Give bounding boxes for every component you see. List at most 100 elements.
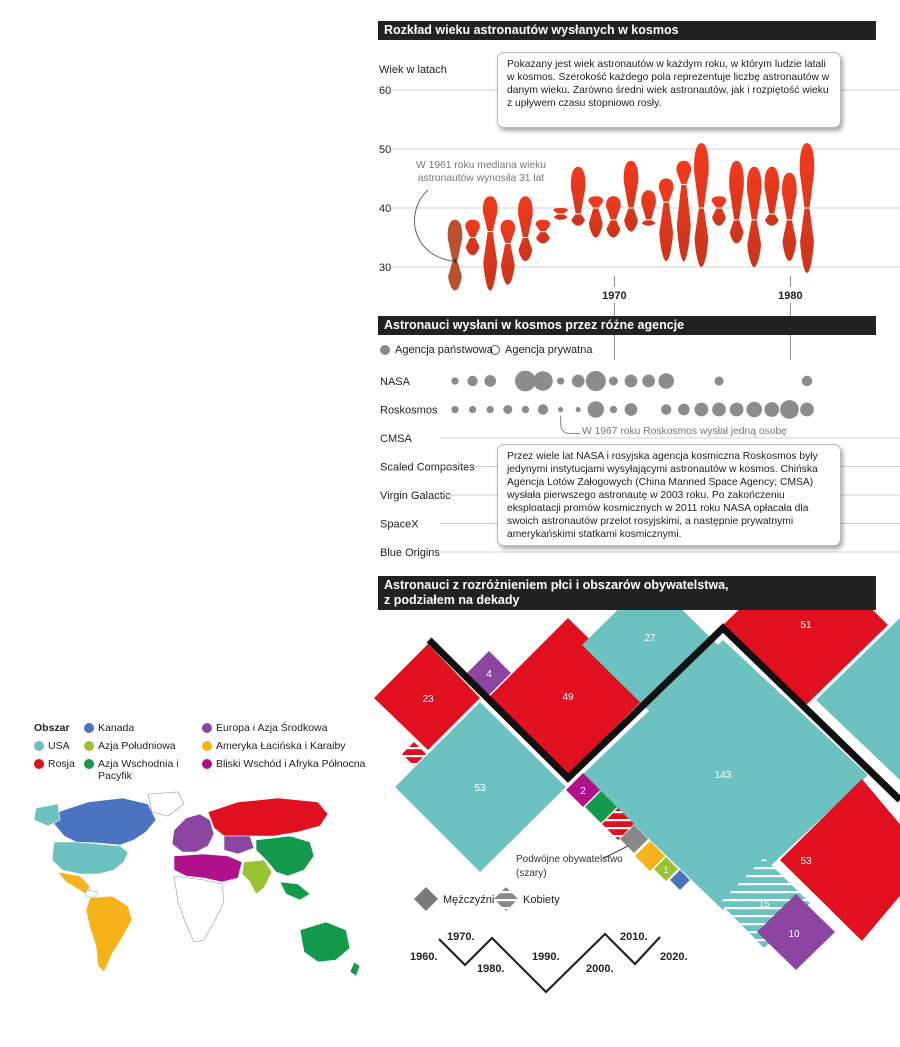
legend-state-label: Agencja państwowa [395, 344, 493, 356]
section3-title: Astronauci z rozróżnieniem płci i obszar… [378, 576, 876, 610]
diamond-2000-russia-women [602, 808, 634, 840]
label-143: 143 [715, 770, 732, 781]
label-49: 49 [562, 692, 574, 703]
agency-label: CMSA [380, 433, 412, 445]
bubble-roskosmos-1970 [609, 405, 618, 414]
violin-ylabel: Wiek w latach [379, 64, 447, 76]
bubble-roskosmos-1966 [537, 404, 549, 415]
violin-1980 [782, 172, 797, 262]
violin-1971 [623, 160, 639, 232]
label-4: 4 [486, 669, 492, 680]
violin-1978 [746, 166, 762, 267]
agency-label: Roskosmos [380, 405, 438, 417]
violin-1975 [694, 143, 709, 267]
bubble-roskosmos-1981 [800, 402, 814, 417]
region-label: Azja Wschodnia i Pacyfik [98, 758, 179, 782]
decade-label: 2010. [620, 931, 648, 943]
label-27: 27 [644, 633, 656, 644]
map-mexico [57, 871, 91, 895]
map-australia [299, 921, 351, 963]
violin-1976 [711, 196, 727, 226]
label-53: 53 [800, 856, 812, 867]
legend-private-label: Agencja prywatna [505, 344, 593, 356]
region-legend-item: USA [34, 740, 149, 752]
diamond-2020-europe [757, 894, 835, 970]
diamond-2000-canada [670, 870, 690, 890]
bubble-nasa-1981 [801, 375, 813, 387]
decade-labels: 1960. 1970. 1980. 1990. 2000. 2010. 2020. [410, 931, 688, 975]
bubble-roskosmos-1980 [780, 400, 799, 419]
region-legend-item: Rosja [34, 758, 149, 770]
label-15: 15 [758, 899, 770, 910]
annotation-dot [453, 259, 457, 263]
bubble-nasa-1976 [714, 376, 724, 386]
bubble-nasa-1968 [571, 374, 585, 388]
region-label: Europa i Azja Środkowa [216, 722, 328, 734]
bubble-roskosmos-1973 [661, 404, 672, 415]
women-legend-icon [494, 887, 518, 911]
violin-1973 [658, 178, 674, 262]
section3-title-line1: Astronauci z rozróżnieniem płci i obszar… [384, 578, 729, 592]
violin-1972 [641, 190, 656, 226]
map-africa [173, 875, 225, 943]
bubble-roskosmos-1968 [575, 406, 581, 413]
map-usa [51, 841, 129, 875]
bubble-nasa-1965 [515, 370, 536, 392]
diamond-2000-latin [635, 841, 665, 871]
region-legend-item: Azja Wschodnia i Pacyfik [84, 758, 199, 782]
violin-1979 [764, 166, 780, 226]
x-tick-label: 1970 [602, 290, 626, 302]
map-south-asia [241, 859, 273, 895]
region-label: Bliski Wschód i Afryka Północna [216, 758, 366, 770]
region-label: Kanada [98, 722, 135, 734]
dual-label-line1: Podwójne obywatelstwo [516, 854, 623, 865]
violin-1961 [447, 219, 463, 291]
violin-1970 [606, 196, 621, 238]
agency-bubble-chart: NASA Roskosmos CMSA Scaled Composites Virgin… [380, 335, 900, 559]
x-tick-label: 1980 [778, 290, 802, 302]
region-dot-icon [202, 759, 212, 769]
label-10: 10 [788, 929, 800, 940]
region-dot-icon [34, 759, 44, 769]
diamond-2020-women [720, 858, 810, 948]
legend-state: Agencja państwowa [380, 344, 493, 356]
men-legend-icon [414, 887, 438, 911]
bubble-roskosmos-1963 [486, 405, 494, 414]
timeline-zigzag [426, 623, 900, 803]
section1-title: Rozkład wieku astronautów wysłanych w ko… [378, 21, 876, 40]
region-legend-item: Europa i Azja Środkowa [202, 722, 367, 734]
bubble-nasa-1961 [451, 377, 459, 385]
hollow-circle-icon [490, 345, 500, 355]
diamond-2000-southasia [654, 857, 678, 881]
region-legend-title: Obszar [34, 722, 70, 734]
bubble-nasa-1971 [624, 374, 638, 388]
decade-label: 1990. [532, 951, 560, 963]
violin-1963 [482, 196, 498, 291]
section1-note: Pokazany jest wiek astronautów w każdym … [497, 52, 841, 128]
map-canada [53, 797, 157, 846]
region-legend-item: Ameryka Łacińska i Karaiby [202, 740, 367, 752]
bubble-roskosmos-1976 [712, 402, 726, 417]
y-tick-label: 30 [379, 262, 391, 274]
dual-pointer [603, 845, 629, 859]
violin-1969 [588, 196, 604, 238]
diamond-2020b-men [723, 610, 888, 705]
bubble-roskosmos-1969 [587, 401, 605, 418]
map-southeast-asia [279, 881, 311, 901]
agency-label: Scaled Composites [380, 462, 475, 474]
bubble-nasa-1973 [658, 373, 674, 389]
region-dot-icon [84, 759, 94, 769]
region-dot-icon [84, 741, 94, 751]
world-map [33, 791, 361, 977]
agency-label: Blue Origins [380, 547, 440, 559]
map-russia [207, 797, 329, 837]
region-dot-icon [84, 723, 94, 733]
diamond-1960-men [374, 644, 480, 750]
diamond-2000-mideast [566, 773, 600, 807]
decade-label: 2020. [660, 951, 688, 963]
map-central-asia [223, 835, 255, 855]
diamond-2020-men [582, 640, 868, 910]
region-label: Ameryka Łacińska i Karaiby [216, 740, 346, 752]
decade-label: 1980. [477, 963, 505, 975]
